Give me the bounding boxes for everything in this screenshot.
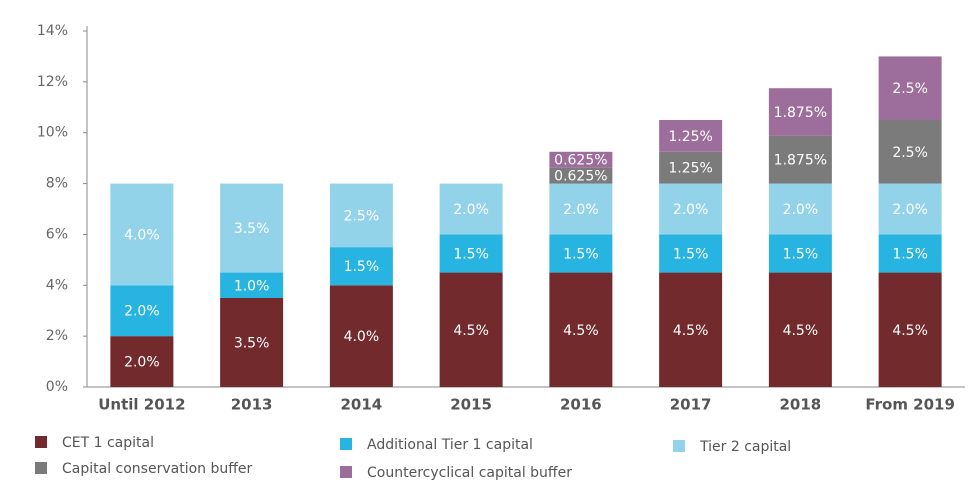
data-label: 1.5% <box>453 247 489 263</box>
x-tick-label: 2015 <box>450 396 492 414</box>
bar-segment <box>220 183 284 273</box>
bar-segment <box>768 135 832 184</box>
data-label: 4.5% <box>453 323 489 339</box>
data-label: 2.0% <box>124 355 160 371</box>
bar-segment <box>659 272 723 387</box>
bar-segment <box>659 120 723 152</box>
data-label: 4.0% <box>344 329 380 345</box>
data-label: 1.25% <box>668 129 712 145</box>
y-tick-label: 2% <box>46 328 68 344</box>
legend-swatch <box>35 462 47 474</box>
legend-swatch <box>340 466 352 478</box>
bar-segment <box>659 234 723 273</box>
y-tick-label: 0% <box>46 379 68 395</box>
bar-segment <box>659 183 723 235</box>
data-label: 2.5% <box>344 208 380 224</box>
bar-segment <box>878 183 942 235</box>
bar-segment <box>768 272 832 387</box>
bar-segment <box>439 272 503 387</box>
bar-segment <box>220 272 284 298</box>
x-tick-label: 2018 <box>780 396 822 414</box>
bar-segment <box>878 56 942 120</box>
y-tick-label: 6% <box>46 226 68 242</box>
bar-segment <box>439 183 503 235</box>
bar-segment <box>768 88 832 136</box>
bar-segment <box>329 247 393 286</box>
x-tick-label: From 2019 <box>865 396 955 414</box>
x-tick-label: 2016 <box>560 396 602 414</box>
bar-segment <box>768 183 832 235</box>
data-label: 2.0% <box>563 202 599 218</box>
bar-segment <box>549 151 613 168</box>
bar-segment <box>329 285 393 387</box>
legend-label: CET 1 capital <box>62 435 154 451</box>
legend-label: Additional Tier 1 capital <box>367 437 533 453</box>
bar-segment <box>110 285 174 337</box>
data-label: 3.5% <box>234 336 270 352</box>
data-label: 1.5% <box>563 247 599 263</box>
bar-segment <box>878 272 942 387</box>
data-label: 1.5% <box>783 247 819 263</box>
bar-segment <box>110 336 174 387</box>
x-tick-label: Until 2012 <box>98 396 185 414</box>
bar-segment <box>878 234 942 273</box>
data-label: 2.0% <box>892 202 928 218</box>
data-label: 4.0% <box>124 227 160 243</box>
data-label: 2.0% <box>124 304 160 320</box>
data-label: 4.5% <box>563 323 599 339</box>
data-label: 1.5% <box>673 247 709 263</box>
data-label: 1.0% <box>234 278 270 294</box>
bar-segment <box>878 120 942 184</box>
data-label: 2.0% <box>673 202 709 218</box>
bar-segment <box>549 167 613 184</box>
y-tick-label: 14% <box>37 23 68 39</box>
bar-segment <box>439 234 503 273</box>
data-label: 1.25% <box>668 161 712 177</box>
bar-segment <box>768 234 832 273</box>
data-label: 1.875% <box>774 153 827 169</box>
legend-swatch <box>35 436 47 448</box>
data-label: 3.5% <box>234 221 270 237</box>
legend-swatch <box>340 438 352 450</box>
bar-segment <box>110 183 174 286</box>
data-label: 1.875% <box>774 105 827 121</box>
y-tick-label: 8% <box>46 176 68 192</box>
data-label: 2.5% <box>892 81 928 97</box>
legend-label: Tier 2 capital <box>699 439 791 455</box>
y-tick-label: 4% <box>46 277 68 293</box>
data-label: 2.0% <box>453 202 489 218</box>
data-label: 0.625% <box>554 169 607 185</box>
data-label: 2.5% <box>892 145 928 161</box>
bar-segment <box>220 298 284 387</box>
data-label: 1.5% <box>892 247 928 263</box>
data-label: 4.5% <box>892 323 928 339</box>
legend-label: Countercyclical capital buffer <box>367 465 572 481</box>
data-label: 0.625% <box>554 153 607 169</box>
x-tick-label: 2013 <box>231 396 273 414</box>
legend-label: Capital conservation buffer <box>62 461 252 477</box>
bar-segment <box>659 151 723 184</box>
x-tick-label: 2014 <box>341 396 383 414</box>
bar-segment <box>549 272 613 387</box>
bar-segment <box>549 183 613 235</box>
x-tick-label: 2017 <box>670 396 712 414</box>
data-label: 4.5% <box>673 323 709 339</box>
legend-swatch <box>673 440 685 452</box>
bar-segment <box>329 183 393 248</box>
data-label: 2.0% <box>783 202 819 218</box>
data-label: 4.5% <box>783 323 819 339</box>
data-label: 1.5% <box>344 259 380 275</box>
y-tick-label: 12% <box>37 74 68 90</box>
bar-segment <box>549 234 613 273</box>
y-tick-label: 10% <box>37 125 68 141</box>
